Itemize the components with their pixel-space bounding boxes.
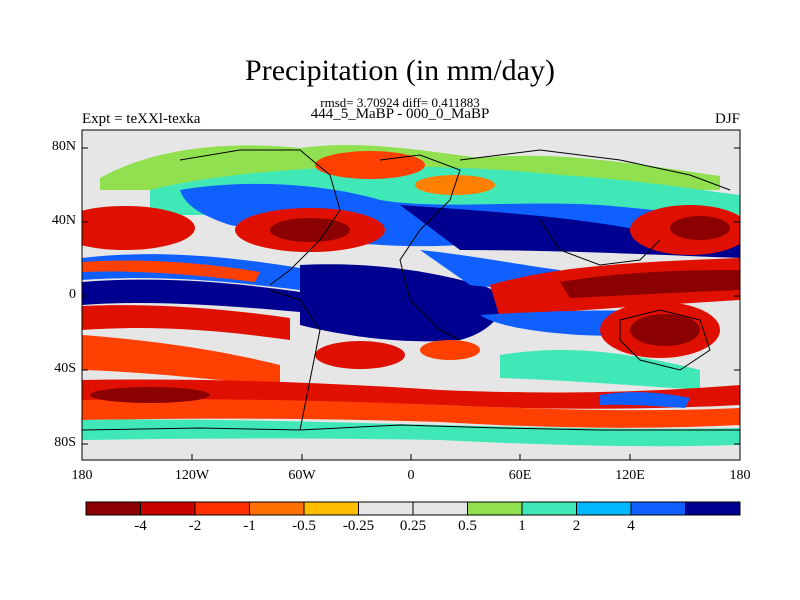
colorbar-label: 0.25 xyxy=(399,518,427,534)
colorbar-label: -0.5 xyxy=(292,518,316,534)
lon-tick-label: 60W xyxy=(288,468,316,483)
field-band xyxy=(560,270,740,298)
field-band xyxy=(82,279,300,312)
field-blob xyxy=(420,340,480,360)
lat-tick-label: 80N xyxy=(51,139,76,154)
field-band xyxy=(82,260,260,282)
field-blob xyxy=(630,314,700,346)
field-blob xyxy=(315,151,425,179)
colorbar-swatch xyxy=(85,501,141,516)
colorbar-swatch xyxy=(249,501,305,516)
colorbar-swatch xyxy=(521,501,577,516)
lon-tick-label: 0 xyxy=(407,468,415,483)
colorbar-label: 0.5 xyxy=(458,518,477,534)
colorbar-swatch xyxy=(630,501,686,516)
field-blob xyxy=(270,218,350,242)
colorbar-swatch xyxy=(140,501,196,516)
lon-tick-label: 180 xyxy=(729,468,751,483)
field-blob xyxy=(315,341,405,369)
colorbar-swatch xyxy=(412,501,468,516)
lon-tick-label: 60E xyxy=(508,468,532,483)
field-band xyxy=(82,399,740,428)
field-blob xyxy=(600,392,690,408)
coastlines xyxy=(82,149,740,431)
field-blob xyxy=(670,216,730,240)
field-band xyxy=(82,419,740,447)
experiment-label: Expt = teXXl-texka xyxy=(82,111,201,127)
colorbar-label: 1 xyxy=(518,518,526,534)
colorbar-swatch xyxy=(467,501,523,516)
colorbar xyxy=(85,501,741,516)
lon-tick-label: 120W xyxy=(174,468,210,483)
field-band xyxy=(82,379,740,409)
lat-tick-label: 40N xyxy=(51,213,76,228)
lat-tick-label: 0 xyxy=(69,287,76,302)
precip-field xyxy=(82,130,740,460)
colorbar-label: -2 xyxy=(188,518,202,534)
stats-line: rmsd= 3.70924 diff= 0.411883 xyxy=(320,95,480,110)
season-label: DJF xyxy=(714,111,740,127)
field-band xyxy=(82,335,280,385)
colorbar-label: -1 xyxy=(243,518,256,534)
page-title: Precipitation (in mm/day) xyxy=(245,54,555,87)
field-blob xyxy=(82,206,195,250)
subtitle: 444_5_MaBP - 000_0_MaBP xyxy=(310,106,490,122)
field-blob xyxy=(300,264,502,342)
lat-tick-label: 80S xyxy=(54,435,76,450)
field-blob xyxy=(90,387,210,403)
colorbar-label: -0.25 xyxy=(342,518,375,534)
colorbar-swatch xyxy=(194,501,250,516)
lat-tick-label: 40S xyxy=(54,361,76,376)
colorbar-swatch xyxy=(685,501,741,516)
colorbar-label: 2 xyxy=(572,518,581,534)
colorbar-swatch xyxy=(358,501,414,516)
field-band xyxy=(82,305,290,340)
colorbar-swatch xyxy=(303,501,359,516)
colorbar-label: 4 xyxy=(627,518,635,534)
colorbar-swatch xyxy=(576,501,632,516)
colorbar-label: -4 xyxy=(134,518,147,534)
field-band xyxy=(500,350,700,390)
axis-ticks xyxy=(81,147,741,460)
lon-tick-label: 120E xyxy=(615,468,645,483)
lon-tick-label: 180 xyxy=(71,468,93,483)
